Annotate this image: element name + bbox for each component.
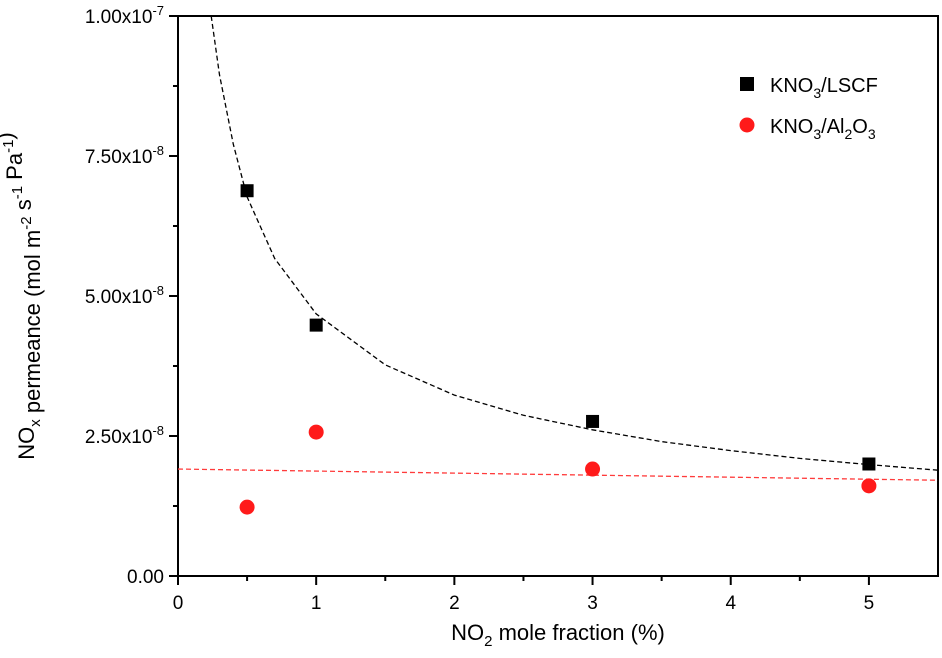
fit-line-lscf <box>210 15 939 471</box>
axes: 0 1 2 3 4 5 0.00 2.50x10-8 5.00x10-8 7.50x10-8 1.0… <box>85 3 939 614</box>
data-point-al2o3 <box>585 461 601 477</box>
data-point-lscf <box>240 184 254 198</box>
legend-label-lscf: KNO3/LSCF <box>770 75 878 101</box>
x-tick-label: 4 <box>725 593 736 614</box>
data-points <box>239 184 877 515</box>
y-tick-label: 0.00 <box>127 567 164 588</box>
x-tick-label: 2 <box>449 593 460 614</box>
fit-line-al2o3 <box>177 468 939 481</box>
y-tick-label: 2.50x10-8 <box>85 423 164 448</box>
data-point-lscf <box>586 414 600 428</box>
data-point-lscf <box>862 457 876 471</box>
data-point-al2o3 <box>308 424 324 440</box>
legend-marker-lscf <box>740 77 754 91</box>
data-point-al2o3 <box>239 499 255 515</box>
x-tick-label: 3 <box>587 593 598 614</box>
y-tick-label: 1.00x10-7 <box>85 3 164 28</box>
y-tick-label: 5.00x10-8 <box>85 283 164 308</box>
data-point-al2o3 <box>861 478 877 494</box>
y-axis-label: NOx permeance (mol m-2 s-1 Pa-1) <box>0 132 45 460</box>
x-tick-label: 0 <box>173 593 184 614</box>
plot-frame <box>177 15 939 577</box>
data-point-lscf <box>309 318 323 332</box>
y-tick-label: 7.50x10-8 <box>85 143 164 168</box>
x-axis-label: NO2 mole fraction (%) <box>451 620 665 650</box>
legend-label-al2o3: KNO3/Al2O3 <box>770 116 876 142</box>
fit-lines <box>177 15 939 481</box>
legend: KNO3/LSCF KNO3/Al2O3 <box>739 75 878 142</box>
x-tick-label: 1 <box>311 593 322 614</box>
x-tick-label: 5 <box>864 593 875 614</box>
legend-marker-al2o3 <box>739 117 755 133</box>
